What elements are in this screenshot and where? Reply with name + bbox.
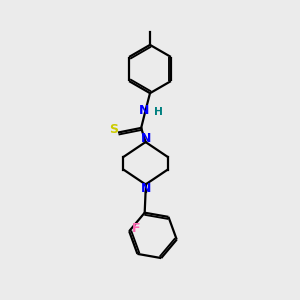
Text: N: N <box>139 104 149 117</box>
Text: F: F <box>132 222 141 235</box>
Text: S: S <box>109 124 118 136</box>
Text: N: N <box>140 132 151 145</box>
Text: H: H <box>154 107 162 117</box>
Text: N: N <box>140 182 151 195</box>
